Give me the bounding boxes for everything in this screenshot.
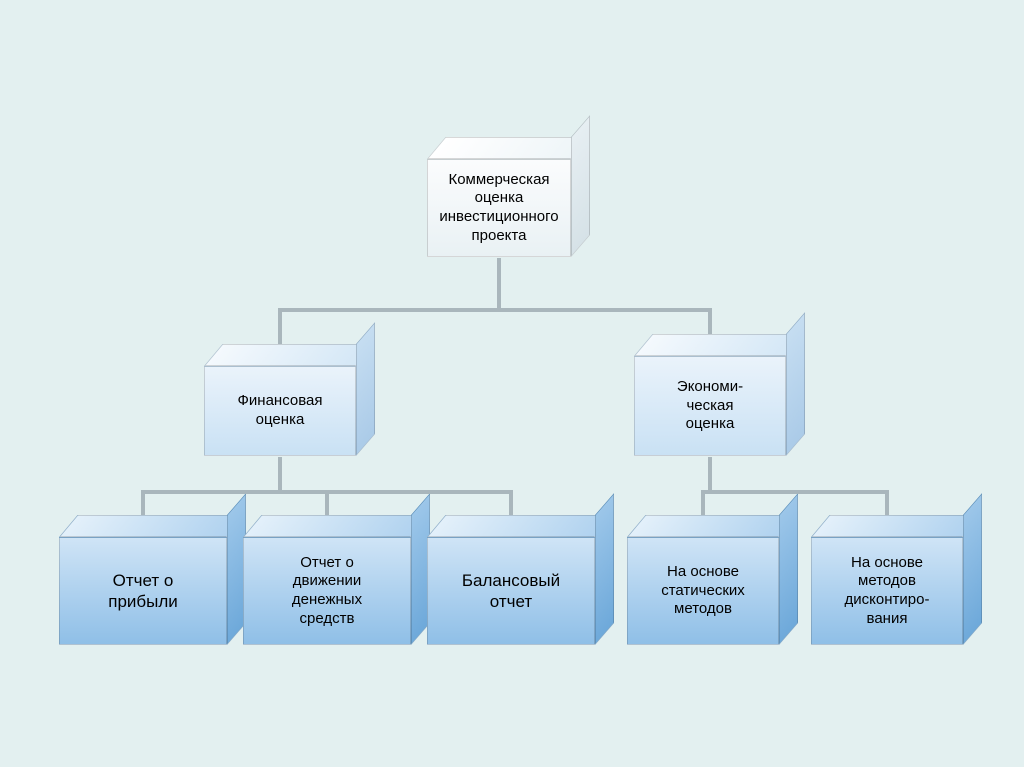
- node-econ: Экономи-ческаяоценка: [634, 356, 786, 456]
- node-top-face: [204, 344, 356, 366]
- node-side-face: [779, 515, 798, 645]
- node-leaf_static: На основестатическихметодов: [627, 537, 779, 645]
- connector: [325, 490, 329, 515]
- node-front-face: Финансоваяоценка: [204, 366, 356, 456]
- node-label: Коммерческаяоценкаинвестиционногопроекта: [428, 167, 570, 250]
- connector: [701, 490, 889, 494]
- node-top-face: [243, 515, 411, 537]
- node-front-face: На основестатическихметодов: [627, 537, 779, 645]
- node-top-face: [59, 515, 227, 537]
- node-front-face: На основеметодовдисконтиро-вания: [811, 537, 963, 645]
- node-front-face: Балансовыйотчет: [427, 537, 595, 645]
- connector: [708, 457, 712, 492]
- node-front-face: Отчет оприбыли: [59, 537, 227, 645]
- node-leaf_cash: Отчет одвиженииденежныхсредств: [243, 537, 411, 645]
- node-side-face: [963, 515, 982, 645]
- node-label: Отчет оприбыли: [60, 566, 226, 617]
- node-label: На основестатическихметодов: [628, 559, 778, 623]
- node-leaf_profit: Отчет оприбыли: [59, 537, 227, 645]
- connector: [885, 490, 889, 515]
- connector: [708, 308, 712, 334]
- connector: [701, 490, 705, 515]
- node-front-face: Отчет одвиженииденежныхсредств: [243, 537, 411, 645]
- node-root: Коммерческаяоценкаинвестиционногопроекта: [427, 159, 571, 257]
- node-leaf_disc: На основеметодовдисконтиро-вания: [811, 537, 963, 645]
- node-side-face: [786, 334, 805, 456]
- node-side-face: [571, 137, 590, 257]
- connector: [278, 308, 712, 312]
- node-top-face: [634, 334, 786, 356]
- node-label: Экономи-ческаяоценка: [635, 374, 785, 438]
- connector: [497, 258, 501, 310]
- node-front-face: Коммерческаяоценкаинвестиционногопроекта: [427, 159, 571, 257]
- connector: [509, 490, 513, 515]
- diagram-canvas: Коммерческаяоценкаинвестиционногопроекта…: [0, 0, 1024, 767]
- node-top-face: [427, 137, 571, 159]
- node-leaf_balance: Балансовыйотчет: [427, 537, 595, 645]
- node-label: Финансоваяоценка: [205, 388, 355, 434]
- node-label: Отчет одвиженииденежныхсредств: [244, 550, 410, 633]
- node-top-face: [811, 515, 963, 537]
- node-front-face: Экономи-ческаяоценка: [634, 356, 786, 456]
- node-label: Балансовыйотчет: [428, 566, 594, 617]
- connector: [278, 457, 282, 492]
- node-fin: Финансоваяоценка: [204, 366, 356, 456]
- connector: [141, 490, 145, 515]
- node-side-face: [356, 344, 375, 456]
- connector: [278, 308, 282, 344]
- node-side-face: [595, 515, 614, 645]
- node-top-face: [627, 515, 779, 537]
- node-label: На основеметодовдисконтиро-вания: [812, 550, 962, 633]
- node-top-face: [427, 515, 595, 537]
